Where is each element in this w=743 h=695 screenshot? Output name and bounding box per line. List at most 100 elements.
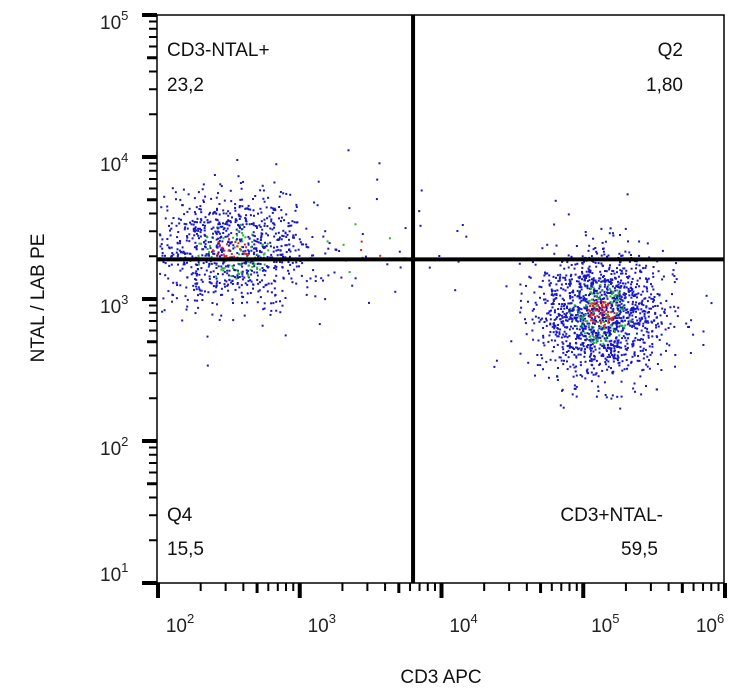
event-dot xyxy=(618,294,621,297)
event-dot xyxy=(280,216,283,219)
event-dot xyxy=(209,247,212,250)
event-dot xyxy=(266,217,269,220)
event-dot xyxy=(596,338,599,341)
event-dot xyxy=(617,280,619,283)
event-dot xyxy=(592,307,594,310)
event-dot xyxy=(247,252,250,255)
event-dot xyxy=(639,319,642,322)
event-dot xyxy=(298,254,301,257)
event-dot xyxy=(232,264,235,267)
event-dot xyxy=(618,312,621,315)
event-dot xyxy=(172,294,175,297)
event-dot xyxy=(632,311,635,314)
event-dot xyxy=(218,213,221,216)
event-dot xyxy=(243,276,246,279)
event-dot xyxy=(609,326,612,329)
event-dot xyxy=(235,277,238,280)
event-dot xyxy=(275,274,278,277)
event-dot xyxy=(553,346,555,348)
event-dot xyxy=(653,296,656,298)
event-dot xyxy=(541,357,544,360)
event-dot xyxy=(252,247,255,250)
event-dot xyxy=(571,291,574,294)
event-dot xyxy=(553,252,556,255)
event-dot xyxy=(581,270,583,273)
event-dot xyxy=(590,360,593,363)
event-dot xyxy=(618,297,621,300)
event-dot xyxy=(586,309,588,312)
event-dot xyxy=(599,311,602,314)
event-dot xyxy=(629,324,632,327)
event-dot xyxy=(585,277,588,279)
event-dot xyxy=(550,293,553,296)
event-dot xyxy=(615,345,618,348)
event-dot xyxy=(626,316,629,319)
event-dot xyxy=(576,295,579,298)
event-dot xyxy=(624,282,627,285)
event-dot xyxy=(618,290,621,293)
event-dot xyxy=(209,220,212,223)
event-dot xyxy=(257,241,260,244)
event-dot xyxy=(202,201,205,203)
event-dot xyxy=(631,288,634,291)
event-dot xyxy=(570,273,573,276)
event-dot xyxy=(608,347,611,350)
event-dot xyxy=(616,320,619,323)
event-dot xyxy=(599,325,602,328)
event-dot xyxy=(311,254,313,257)
event-dot xyxy=(592,336,595,339)
event-dot xyxy=(454,289,457,292)
event-dot xyxy=(254,195,257,197)
event-dot xyxy=(598,333,601,336)
event-dot xyxy=(661,249,664,252)
event-dot xyxy=(645,321,648,324)
event-dot xyxy=(242,180,245,183)
event-dot xyxy=(262,253,265,256)
event-dot xyxy=(519,299,522,302)
event-dot xyxy=(238,238,241,241)
event-dot xyxy=(258,224,261,227)
quadrant-value-bottom-right: 59,5 xyxy=(621,539,658,560)
event-dot xyxy=(618,361,621,364)
quadrant-name-bottom-right: CD3+NTAL- xyxy=(560,505,663,526)
event-dot xyxy=(172,281,175,284)
event-dot xyxy=(326,240,329,243)
event-dot xyxy=(175,281,178,284)
event-dot xyxy=(702,330,705,333)
event-dot xyxy=(209,281,212,284)
event-dot xyxy=(618,252,621,255)
event-dot xyxy=(548,279,551,282)
event-dot xyxy=(539,318,542,321)
event-dot xyxy=(568,334,571,337)
event-dot xyxy=(578,315,580,318)
event-dot xyxy=(216,253,219,255)
event-dot xyxy=(307,246,310,249)
event-dot xyxy=(647,331,650,334)
event-dot xyxy=(538,320,541,323)
event-dot xyxy=(228,238,231,241)
event-dot xyxy=(605,396,608,399)
event-dot xyxy=(295,282,298,285)
event-dot xyxy=(587,267,590,270)
event-dot xyxy=(623,292,626,295)
event-dot xyxy=(196,217,199,220)
event-dot xyxy=(241,253,244,256)
event-dot xyxy=(239,182,242,184)
event-dot xyxy=(633,325,636,328)
event-dot xyxy=(177,217,180,220)
event-dot xyxy=(193,211,196,214)
event-dot xyxy=(600,273,603,276)
event-dot xyxy=(689,352,692,354)
event-dot xyxy=(620,279,623,282)
event-dot xyxy=(606,296,609,299)
event-dot xyxy=(542,327,545,329)
event-dot xyxy=(557,280,560,283)
event-dot xyxy=(562,288,565,291)
event-dot xyxy=(259,296,262,299)
event-dot xyxy=(266,256,269,258)
event-dot xyxy=(196,299,199,302)
event-dot xyxy=(604,394,607,396)
event-dot xyxy=(619,308,622,310)
event-dot xyxy=(220,251,223,253)
event-dot xyxy=(646,300,649,303)
